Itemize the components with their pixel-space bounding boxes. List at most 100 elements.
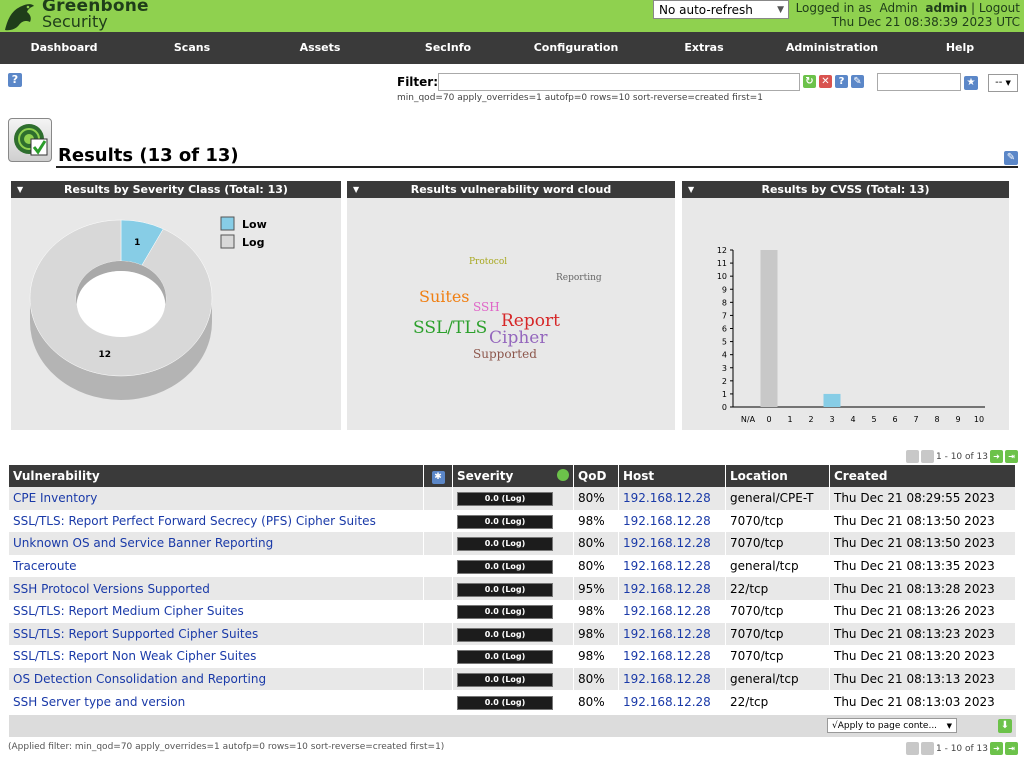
host-link[interactable]: 192.168.12.28: [623, 513, 711, 528]
vulnerability-cell: SSH Protocol Versions Supported: [9, 577, 424, 600]
nav-secinfo[interactable]: SecInfo: [424, 41, 472, 54]
filter-input[interactable]: [438, 73, 800, 91]
reset-filter-icon[interactable]: ✕: [819, 75, 832, 88]
col-qod[interactable]: QoD: [573, 465, 619, 487]
save-filter-icon[interactable]: ★: [964, 76, 978, 90]
host-link[interactable]: 192.168.12.28: [623, 491, 711, 506]
word-suites[interactable]: Suites: [419, 287, 470, 306]
severity-bar: 0.0 (Log): [457, 627, 553, 642]
x-tick-label: 8: [934, 415, 939, 424]
col-location[interactable]: Location: [725, 465, 830, 487]
auto-refresh-select[interactable]: No auto-refresh ▼: [653, 0, 789, 19]
word-report[interactable]: Report: [501, 311, 560, 331]
panel-menu-icon[interactable]: ▼: [17, 185, 24, 194]
first-page-icon[interactable]: [906, 450, 919, 463]
host-link[interactable]: 192.168.12.28: [623, 649, 711, 664]
logout-link[interactable]: Logout: [978, 1, 1020, 15]
filter-label: Filter:: [397, 75, 439, 89]
first-page-icon[interactable]: [906, 742, 919, 755]
chevron-down-icon: ▼: [1005, 79, 1011, 87]
y-tick-label: 2: [722, 377, 727, 386]
download-icon[interactable]: ⬇: [998, 719, 1012, 733]
saved-filter-select[interactable]: -- ▼: [988, 74, 1018, 92]
username-link[interactable]: admin: [925, 1, 968, 15]
vulnerability-link[interactable]: CPE Inventory: [13, 491, 98, 506]
last-page-icon[interactable]: ⇥: [1005, 742, 1018, 755]
apply-to-select[interactable]: √Apply to page conte... ▼: [827, 718, 957, 733]
host-link[interactable]: 192.168.12.28: [623, 694, 711, 709]
nav-administration[interactable]: Administration: [785, 41, 879, 54]
vulnerability-link[interactable]: Unknown OS and Service Banner Reporting: [13, 536, 274, 551]
word-ssh[interactable]: SSH: [473, 300, 500, 314]
saved-filter-value: --: [995, 77, 1003, 88]
word-cipher[interactable]: Cipher: [489, 328, 548, 348]
help-icon[interactable]: ?: [8, 73, 22, 87]
location-cell: 7070/tcp: [725, 645, 830, 668]
vulnerability-link[interactable]: SSL/TLS: Report Supported Cipher Suites: [13, 626, 259, 641]
last-page-icon[interactable]: ⇥: [1005, 450, 1018, 463]
word-ssltls[interactable]: SSL/TLS: [413, 318, 487, 338]
host-link[interactable]: 192.168.12.28: [623, 604, 711, 619]
host-link[interactable]: 192.168.12.28: [623, 536, 711, 551]
nav-assets[interactable]: Assets: [299, 41, 341, 54]
vulnerability-cell: CPE Inventory: [9, 487, 424, 510]
nav-help[interactable]: Help: [945, 41, 975, 54]
bar-3[interactable]: [823, 393, 841, 407]
col-solution-type[interactable]: ✱: [423, 465, 453, 487]
panel-menu-icon[interactable]: ▼: [353, 185, 360, 194]
col-host[interactable]: Host: [618, 465, 726, 487]
vulnerability-link[interactable]: SSL/TLS: Report Non Weak Cipher Suites: [13, 649, 257, 664]
word-supported[interactable]: Supported: [473, 347, 537, 361]
vulnerability-cell: OS Detection Consolidation and Reporting: [9, 667, 424, 691]
host-link[interactable]: 192.168.12.28: [623, 672, 711, 687]
nav-configuration[interactable]: Configuration: [533, 41, 619, 54]
edit-filter-icon[interactable]: ✎: [851, 75, 864, 88]
panel-header: ▼ Results by Severity Class (Total: 13): [11, 181, 341, 198]
location-cell: general/CPE-T: [725, 487, 830, 510]
nav-extras[interactable]: Extras: [684, 41, 724, 54]
nav-dashboard[interactable]: Dashboard: [30, 41, 98, 54]
logged-in-label: Logged in as: [795, 1, 872, 15]
x-tick-label: N/A: [741, 415, 756, 424]
col-severity[interactable]: Severity: [452, 465, 574, 487]
next-page-icon[interactable]: ➜: [990, 742, 1003, 755]
y-tick-label: 3: [722, 364, 727, 373]
host-cell: 192.168.12.28: [618, 667, 726, 691]
severity-cell: 0.0 (Log): [452, 599, 574, 623]
donut-value-label: 1: [134, 238, 140, 248]
col-created[interactable]: Created: [829, 465, 1016, 487]
created-cell: Thu Dec 21 08:13:13 2023: [829, 667, 1016, 691]
vulnerability-link[interactable]: SSH Protocol Versions Supported: [13, 581, 210, 596]
y-tick-label: 0: [722, 403, 727, 412]
vulnerability-link[interactable]: SSL/TLS: Report Medium Cipher Suites: [13, 604, 244, 619]
filter-name-input[interactable]: [877, 73, 961, 91]
host-link[interactable]: 192.168.12.28: [623, 626, 711, 641]
y-tick-label: 11: [717, 259, 727, 268]
prev-page-icon[interactable]: [921, 450, 934, 463]
location-cell: general/tcp: [725, 667, 830, 691]
word-protocol[interactable]: Protocol: [469, 257, 507, 267]
word-reporting[interactable]: Reporting: [556, 273, 602, 283]
qod-cell: 80%: [573, 487, 619, 510]
refresh-filter-icon[interactable]: ↻: [803, 75, 816, 88]
legend-label-low: Low: [242, 218, 267, 231]
panel-title: Results by CVSS (Total: 13): [761, 183, 930, 196]
host-link[interactable]: 192.168.12.28: [623, 581, 711, 596]
host-link[interactable]: 192.168.12.28: [623, 559, 711, 574]
vulnerability-link[interactable]: SSH Server type and version: [13, 694, 186, 709]
col-vulnerability[interactable]: Vulnerability: [9, 465, 424, 487]
edit-icon[interactable]: ✎: [1004, 151, 1018, 165]
location-cell: 22/tcp: [725, 690, 830, 713]
panel-menu-icon[interactable]: ▼: [688, 185, 695, 194]
bar-0[interactable]: [760, 250, 778, 407]
greenbone-dragon-icon: [5, 4, 34, 31]
sort-icon[interactable]: [557, 469, 569, 481]
x-tick-label: 9: [955, 415, 960, 424]
prev-page-icon[interactable]: [921, 742, 934, 755]
vulnerability-link[interactable]: OS Detection Consolidation and Reporting: [13, 672, 267, 687]
vulnerability-link[interactable]: SSL/TLS: Report Perfect Forward Secrecy …: [13, 513, 376, 528]
filter-help-icon[interactable]: ?: [835, 75, 848, 88]
next-page-icon[interactable]: ➜: [990, 450, 1003, 463]
vulnerability-link[interactable]: Traceroute: [13, 559, 77, 574]
nav-scans[interactable]: Scans: [173, 41, 211, 54]
